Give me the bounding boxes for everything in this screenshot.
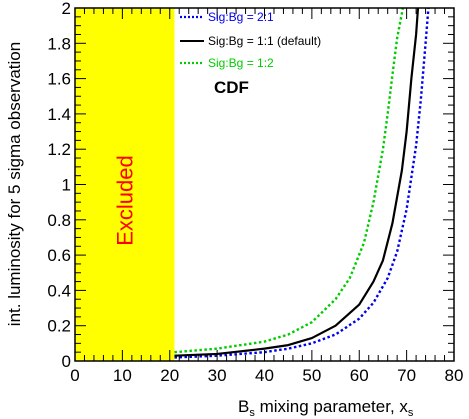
x-tick-label: 0 [70, 366, 79, 385]
y-tick-label: 1 [62, 176, 71, 195]
y-tick-label: 0 [62, 352, 71, 371]
y-tick-label: 1.8 [47, 34, 71, 53]
y-tick-label: 0.4 [47, 281, 71, 300]
x-axis-title-sub2: s [408, 407, 414, 419]
x-tick-label: 40 [255, 366, 274, 385]
x-tick-label: 30 [208, 366, 227, 385]
y-axis-title: int. luminosity for 5 sigma observation [5, 42, 24, 326]
y-tick-label: 0.6 [47, 246, 71, 265]
x-axis-title-rest: mixing parameter, x [255, 397, 409, 416]
y-tick-label: 2 [62, 0, 71, 18]
x-tick-label: 70 [397, 366, 416, 385]
legend-label-sig-bg-1-2: Sig:Bg = 1:2 [208, 56, 274, 70]
legend-label-sig-bg-2-1: Sig:Bg = 2:1 [208, 10, 274, 24]
excluded-label: Excluded [113, 155, 138, 246]
y-tick-label: 0.8 [47, 211, 71, 230]
excluded-region [75, 8, 175, 361]
y-tick-label: 0.2 [47, 317, 71, 336]
y-tick-label: 1.4 [47, 105, 71, 124]
x-tick-label: 20 [160, 366, 179, 385]
plot-frame [74, 7, 455, 362]
series-line-1 [174, 8, 420, 357]
y-tick-label: 1.2 [47, 140, 71, 159]
x-axis-title-sub: s [249, 407, 255, 419]
x-axis-title-main: B [238, 397, 249, 416]
x-tick-label: 10 [113, 366, 132, 385]
x-tick-label: 50 [302, 366, 321, 385]
y-tick-label: 1.6 [47, 70, 71, 89]
x-tick-label: 60 [350, 366, 369, 385]
experiment-label: CDF [214, 78, 249, 97]
legend: Sig:Bg = 2:1 Sig:Bg = 1:1 (default) Sig:… [180, 10, 321, 70]
legend-label-sig-bg-1-1: Sig:Bg = 1:1 (default) [208, 34, 321, 48]
x-axis-title: Bs mixing parameter, xs [238, 397, 414, 419]
x-tick-label: 80 [445, 366, 464, 385]
